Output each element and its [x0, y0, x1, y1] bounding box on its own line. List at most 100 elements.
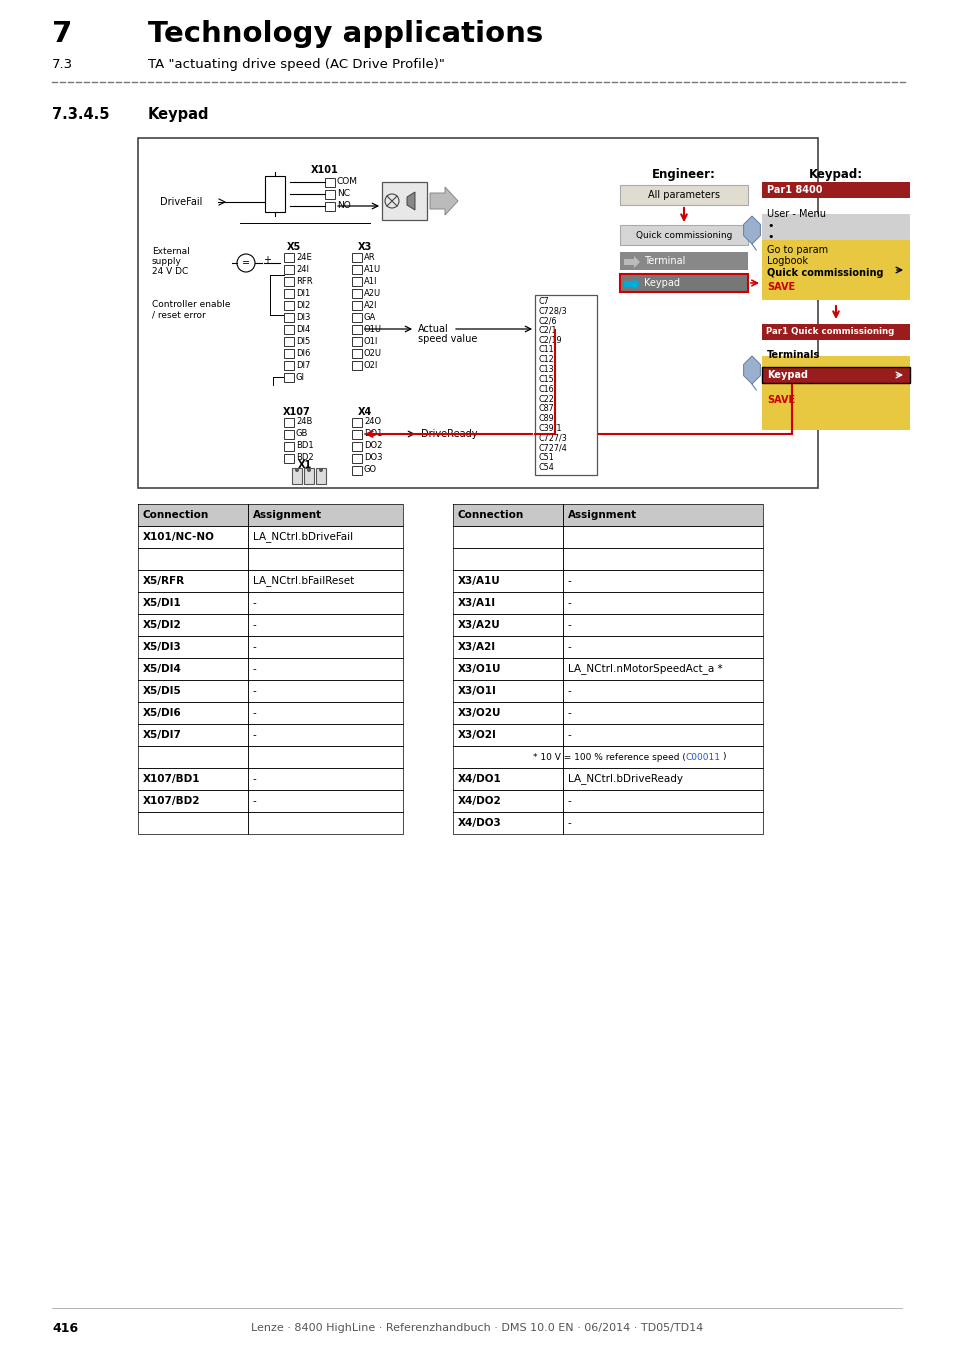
Text: X3/O2U: X3/O2U [457, 707, 501, 718]
Text: •: • [766, 221, 773, 231]
Text: X107: X107 [283, 406, 311, 417]
Bar [352, 336, 361, 346]
Text: TA "actuating drive speed (AC Drive Profile)": TA "actuating drive speed (AC Drive Prof… [148, 58, 444, 72]
Text: X5: X5 [287, 242, 301, 252]
Text: -: - [567, 686, 571, 697]
Bar [619, 185, 747, 205]
Bar [535, 296, 597, 475]
Bar [325, 177, 335, 186]
Text: GO: GO [364, 466, 376, 474]
Bar [562, 504, 762, 526]
Text: X3: X3 [357, 242, 372, 252]
Text: Par1 8400: Par1 8400 [766, 185, 821, 194]
Circle shape [294, 468, 298, 472]
Bar [265, 176, 285, 212]
Bar [761, 240, 909, 300]
Bar [352, 301, 361, 309]
Text: C39/1: C39/1 [538, 424, 562, 433]
Bar [292, 468, 302, 485]
Text: 24O: 24O [364, 417, 381, 427]
Bar [284, 265, 294, 274]
Text: BD1: BD1 [295, 441, 314, 451]
Bar [352, 289, 361, 297]
Text: DO3: DO3 [364, 454, 382, 463]
Text: -: - [567, 707, 571, 718]
Text: A1U: A1U [364, 265, 381, 274]
Text: SAVE: SAVE [766, 282, 794, 292]
Text: X3/O2I: X3/O2I [457, 730, 497, 740]
Text: LA_NCtrl.bFailReset: LA_NCtrl.bFailReset [253, 575, 354, 586]
Text: C51: C51 [538, 454, 554, 462]
Text: DO2: DO2 [364, 441, 382, 451]
Text: / reset error: / reset error [152, 310, 206, 319]
Text: X5/DI7: X5/DI7 [143, 730, 182, 740]
Text: All parameters: All parameters [647, 190, 720, 200]
Text: X5/DI2: X5/DI2 [143, 620, 182, 630]
Text: C11: C11 [538, 346, 554, 355]
Polygon shape [623, 256, 639, 269]
Text: Connection: Connection [457, 510, 524, 520]
Text: -: - [253, 796, 256, 806]
Text: X107/BD2: X107/BD2 [143, 796, 200, 806]
Polygon shape [742, 356, 760, 383]
Text: O2U: O2U [364, 348, 381, 358]
Text: X5/DI6: X5/DI6 [143, 707, 182, 718]
Text: C2/19: C2/19 [538, 336, 562, 344]
Text: C728/3: C728/3 [538, 306, 567, 316]
Bar [761, 356, 909, 431]
Text: GI: GI [295, 373, 305, 382]
Text: speed value: speed value [417, 333, 476, 344]
Text: DI5: DI5 [295, 336, 310, 346]
Bar [619, 274, 747, 292]
Text: Lenze · 8400 HighLine · Referenzhandbuch · DMS 10.0 EN · 06/2014 · TD05/TD14: Lenze · 8400 HighLine · Referenzhandbuch… [251, 1323, 702, 1332]
Text: RFR: RFR [295, 277, 313, 285]
Text: DI1: DI1 [295, 289, 310, 297]
Bar [352, 466, 361, 474]
Text: C00011: C00011 [685, 752, 720, 761]
Bar [284, 277, 294, 285]
Bar [761, 324, 909, 340]
Text: X5/DI5: X5/DI5 [143, 686, 182, 697]
Text: X3/O1U: X3/O1U [457, 664, 501, 674]
Text: supply: supply [152, 256, 182, 266]
Text: LA_NCtrl.bDriveFail: LA_NCtrl.bDriveFail [253, 532, 353, 543]
Text: Terminal: Terminal [643, 256, 684, 266]
Text: DO1: DO1 [364, 429, 382, 439]
Text: GB: GB [295, 429, 308, 439]
Text: X3/A1I: X3/A1I [457, 598, 496, 608]
Text: X107/BD1: X107/BD1 [143, 774, 200, 784]
Text: Par1 Quick commissioning: Par1 Quick commissioning [765, 328, 893, 336]
Text: C727/4: C727/4 [538, 444, 567, 452]
Bar [284, 312, 294, 321]
Text: 416: 416 [52, 1322, 78, 1335]
Bar [619, 225, 747, 244]
Text: DI3: DI3 [295, 312, 310, 321]
Text: C54: C54 [538, 463, 554, 472]
Text: X5/RFR: X5/RFR [143, 576, 185, 586]
Bar [352, 265, 361, 274]
Text: Controller enable: Controller enable [152, 300, 231, 309]
Text: X3/A2I: X3/A2I [457, 643, 496, 652]
Bar [284, 252, 294, 262]
Bar [315, 468, 326, 485]
Text: 24B: 24B [295, 417, 312, 427]
Bar [352, 454, 361, 463]
Text: A1I: A1I [364, 277, 377, 285]
Text: 24 V DC: 24 V DC [152, 267, 188, 275]
Text: DI6: DI6 [295, 348, 310, 358]
Text: C89: C89 [538, 414, 554, 423]
Text: LA_NCtrl.nMotorSpeedAct_a *: LA_NCtrl.nMotorSpeedAct_a * [567, 664, 721, 675]
Bar [352, 417, 361, 427]
Text: -: - [567, 598, 571, 608]
Text: +: + [263, 255, 271, 265]
Text: X101/NC-NO: X101/NC-NO [143, 532, 214, 541]
Text: Assignment: Assignment [253, 510, 322, 520]
Text: -: - [567, 643, 571, 652]
Text: C87: C87 [538, 404, 554, 413]
Bar [325, 189, 335, 198]
Text: 24E: 24E [295, 252, 312, 262]
Text: External: External [152, 247, 190, 256]
Text: O1U: O1U [364, 324, 381, 333]
Text: C12: C12 [538, 355, 554, 364]
Bar [138, 138, 817, 487]
